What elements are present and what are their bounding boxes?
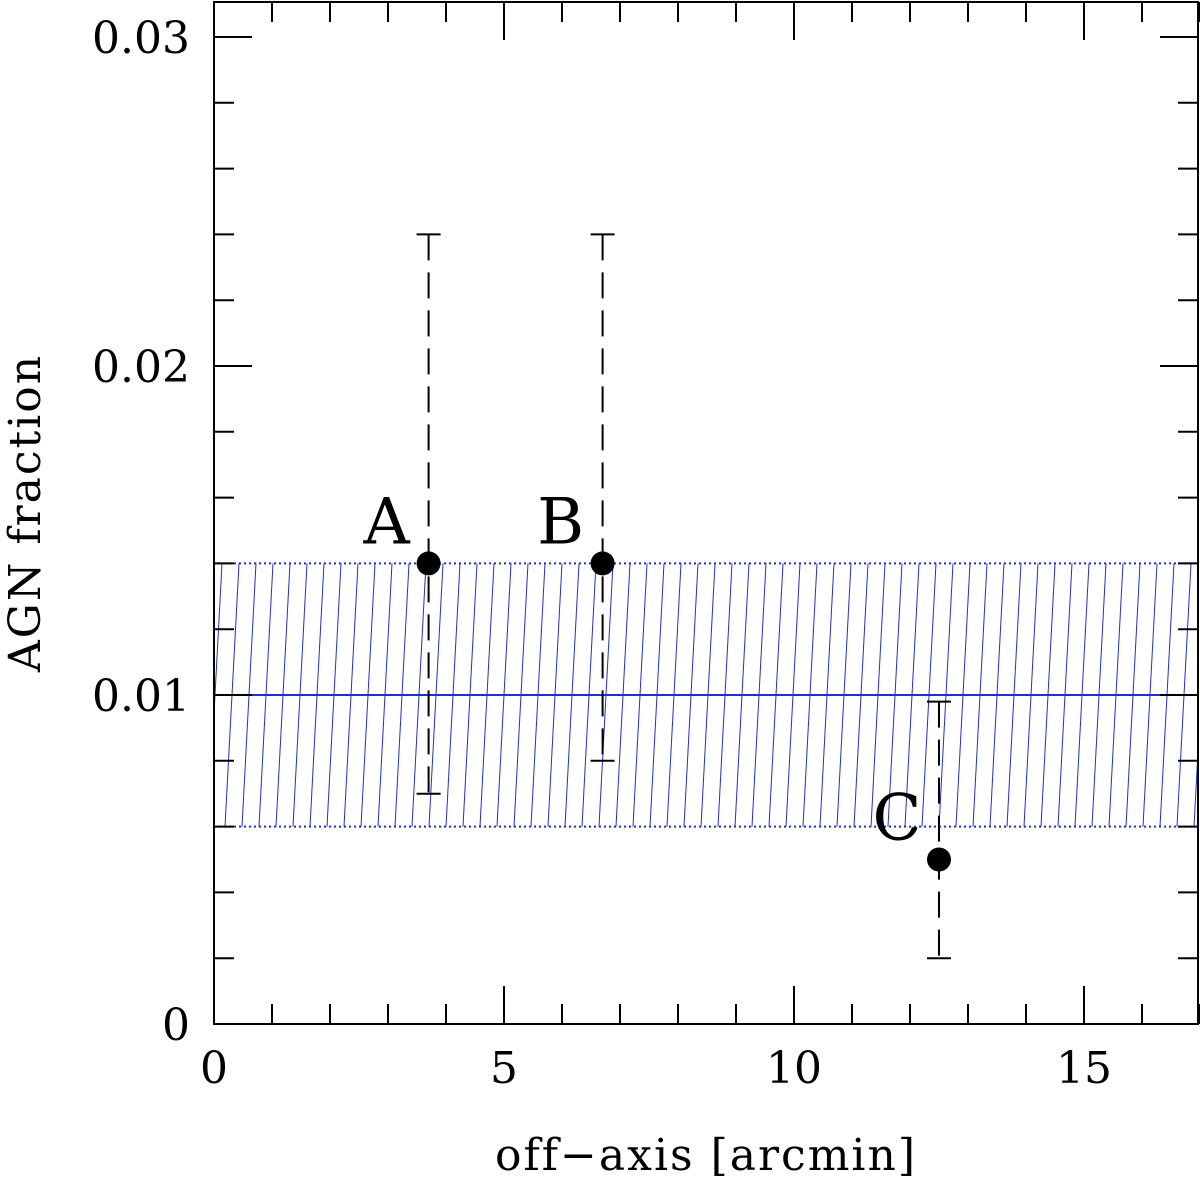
x-axis-title: off−axis [arcmin] [495,1130,917,1181]
y-tick-label: 0.01 [92,671,190,722]
agn-fraction-band [191,562,1198,828]
data-points: A B C [362,485,951,872]
tick-labels: 0 5 10 15 0 0.01 0.02 0.03 [92,13,1112,1094]
data-point-a [416,551,441,576]
y-tick-label: 0.02 [92,342,190,393]
x-tick-label: 0 [200,1043,228,1094]
point-label-b: B [537,485,584,559]
point-label-a: A [362,485,410,559]
axes [213,1,1200,1025]
x-tick-label: 5 [490,1043,518,1094]
y-tick-label: 0 [162,1000,190,1051]
data-point-b [590,551,615,576]
x-tick-label: 15 [1056,1043,1112,1094]
y-axis-title: AGN fraction [0,354,51,673]
band-hatch-line [1193,741,1198,827]
data-point-c [927,847,951,872]
band-hatch-line [191,563,205,826]
error-bars [416,233,951,960]
x-tick-label: 10 [766,1043,822,1094]
plot-frame [213,1,1199,1025]
point-label-c: C [873,782,922,856]
y-tick-label: 0.03 [92,13,190,64]
